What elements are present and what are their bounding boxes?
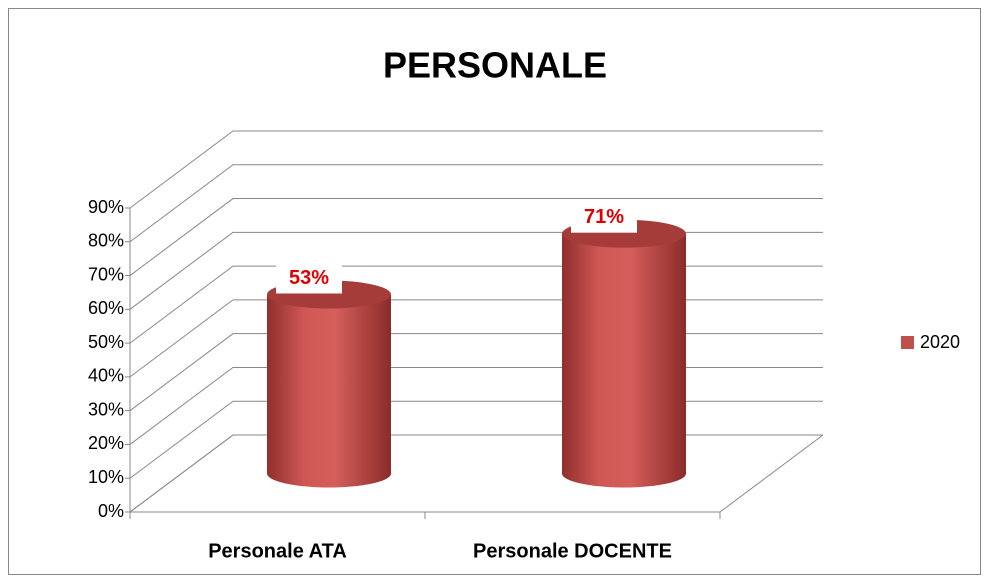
bar [562, 233, 686, 488]
y-tick-label: 0% [98, 501, 124, 521]
data-label-box [571, 200, 637, 233]
x-tick-label: Personale DOCENTE [473, 540, 672, 562]
data-label: 71% [584, 206, 624, 228]
bar [267, 294, 391, 488]
legend-label: 2020 [920, 332, 960, 352]
y-tick-label: 70% [88, 264, 124, 284]
data-label: 53% [289, 267, 329, 289]
grid-line [129, 198, 823, 276]
y-tick-label: 80% [88, 231, 124, 251]
grid-line [129, 130, 823, 209]
chart-title: PERSONALE [383, 45, 607, 86]
y-tick-label: 50% [88, 332, 124, 352]
chart-frame [8, 8, 981, 575]
y-tick-label: 60% [88, 298, 124, 318]
y-tick-label: 10% [88, 467, 124, 487]
data-label-box [276, 261, 342, 294]
y-tick-label: 30% [88, 399, 124, 419]
legend-swatch [901, 336, 914, 349]
grid-line [129, 164, 823, 243]
y-tick-label: 20% [88, 433, 124, 453]
y-tick-label: 90% [88, 197, 124, 217]
x-tick-label: Personale ATA [208, 540, 347, 562]
y-tick-label: 40% [88, 366, 124, 386]
